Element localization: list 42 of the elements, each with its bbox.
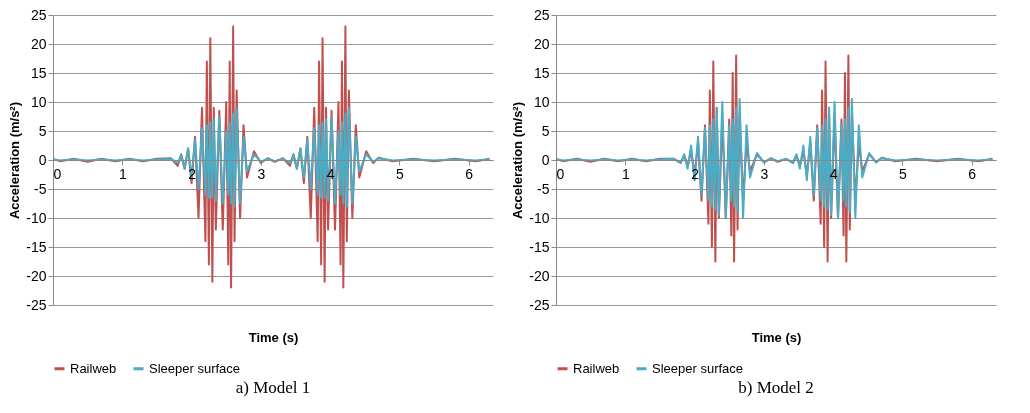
y-tick-label: 20 xyxy=(30,35,47,52)
x-tick-label: 3 xyxy=(257,165,266,182)
y-tick-label: -20 xyxy=(529,267,550,284)
y-axis-title: Acceleration (m/s²) xyxy=(510,101,526,220)
y-tick-label: -5 xyxy=(537,180,550,197)
x-axis-title: Time (s) xyxy=(751,329,802,345)
x-tick-label: 1 xyxy=(621,165,630,182)
y-tick-label: 10 xyxy=(533,93,550,110)
y-axis-title: Acceleration (m/s²) xyxy=(7,101,23,220)
y-tick-label: -10 xyxy=(529,209,550,226)
y-tick-label: 20 xyxy=(533,35,550,52)
legend-label: Sleeper surface xyxy=(149,360,241,376)
y-tick-label: 0 xyxy=(541,151,550,168)
text: b) Model 2 xyxy=(738,378,814,397)
x-axis-title: Time (s) xyxy=(248,329,299,345)
y-tick-label: -10 xyxy=(26,209,47,226)
x-tick-label: 3 xyxy=(760,165,769,182)
y-tick-label: -20 xyxy=(26,267,47,284)
x-tick-label: 5 xyxy=(396,165,405,182)
y-tick-label: 25 xyxy=(533,6,550,23)
x-tick-label: 6 xyxy=(968,165,977,182)
y-tick-label: 5 xyxy=(38,122,47,139)
text: a) Model 1 xyxy=(235,378,311,397)
y-tick-label: -25 xyxy=(26,296,47,313)
y-tick-label: 10 xyxy=(30,93,47,110)
legend-label: Railweb xyxy=(70,360,117,376)
legend-label: Sleeper surface xyxy=(652,360,744,376)
x-tick-label: 0 xyxy=(53,165,62,182)
x-tick-label: 5 xyxy=(899,165,908,182)
y-tick-label: 15 xyxy=(533,64,550,81)
y-tick-label: 0 xyxy=(38,151,47,168)
y-tick-label: -15 xyxy=(26,238,47,255)
x-tick-label: 6 xyxy=(465,165,474,182)
y-tick-label: 15 xyxy=(30,64,47,81)
x-tick-label: 1 xyxy=(118,165,127,182)
y-tick-label: -15 xyxy=(529,238,550,255)
y-tick-label: -5 xyxy=(34,180,47,197)
y-tick-label: 25 xyxy=(30,6,47,23)
x-tick-label: 0 xyxy=(556,165,565,182)
y-tick-label: -25 xyxy=(529,296,550,313)
legend-label: Railweb xyxy=(573,360,620,376)
y-tick-label: 5 xyxy=(541,122,550,139)
